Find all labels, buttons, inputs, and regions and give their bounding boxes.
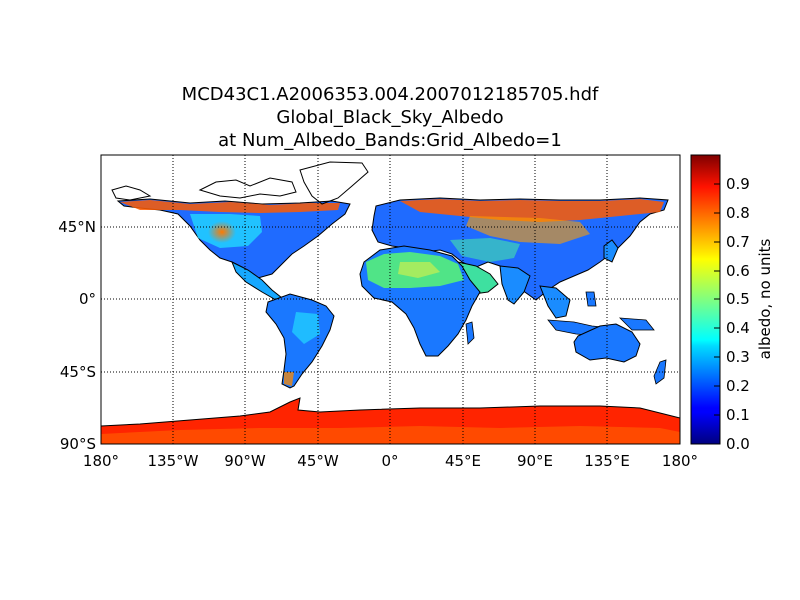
lat-label-45s: 45°S [60, 363, 96, 381]
map-frame [100, 154, 681, 445]
lon-label-135e: 135°E [584, 452, 630, 470]
south-america-cyan-region [292, 312, 320, 344]
north-america-snow-band [120, 200, 340, 213]
australia-landmass [573, 323, 641, 363]
colorbar-tick-0-4: 0.4 [726, 319, 750, 337]
north-america-hotspot [208, 221, 236, 243]
southeast-asia [539, 285, 571, 319]
colorbar-tick-0-1: 0.1 [726, 406, 750, 424]
colorbar-label: albedo, no units [756, 238, 774, 359]
new-guinea [618, 317, 655, 331]
lon-label-45w: 45°W [297, 452, 339, 470]
lat-label-90s: 90°S [60, 435, 96, 453]
alaska-outline [111, 185, 152, 201]
lon-label-135w: 135°W [148, 452, 199, 470]
eurasia-snow-band [400, 199, 664, 222]
patagonia-orange [284, 372, 294, 386]
lon-label-90e: 90°E [517, 452, 553, 470]
indian-subcontinent [499, 265, 531, 305]
map-panel [101, 155, 680, 444]
latitude-labels: 45°N 0° 45°S 90°S [58, 218, 96, 453]
colorbar-tick-0-6: 0.6 [726, 262, 750, 280]
colorbar-tick-0-2: 0.2 [726, 377, 750, 395]
lon-label-90w: 90°W [224, 452, 266, 470]
colorbar-tick-0-9: 0.9 [726, 175, 750, 193]
map-title-line-1: MCD43C1.A2006353.004.2007012185705.hdf [181, 84, 599, 105]
sahara-yellow-patch [398, 262, 440, 278]
map-title-line-2: Global_Black_Sky_Albedo [276, 107, 504, 128]
colorbar-tick-0-8: 0.8 [726, 204, 750, 222]
map-title-line-3: at Num_Albedo_Bands:Grid_Albedo=1 [218, 130, 562, 151]
colorbar-tick-0-0: 0.0 [726, 435, 750, 453]
colorbar: 0.0 0.1 0.2 0.3 0.4 0.5 0.6 0.7 0.8 0.9 … [690, 154, 774, 453]
lon-label-45e: 45°E [445, 452, 481, 470]
lat-label-45n: 45°N [58, 218, 96, 236]
colorbar-tick-0-5: 0.5 [726, 290, 750, 308]
colorbar-tick-0-7: 0.7 [726, 233, 750, 251]
central-asia-green [450, 238, 520, 262]
colorbar-ticks [714, 183, 720, 445]
longitude-labels: 180° 135°W 90°W 45°W 0° 45°E 90°E 135°E … [83, 452, 698, 470]
arctic-archipelago-outline [198, 177, 297, 199]
lon-label-180w: 180° [83, 452, 119, 470]
madagascar [465, 321, 475, 345]
lat-label-0: 0° [79, 290, 96, 308]
siberia-hotspot [466, 216, 590, 244]
graticule [101, 155, 680, 444]
lon-label-0: 0° [381, 452, 398, 470]
colorbar-tick-0-3: 0.3 [726, 348, 750, 366]
greenland-outline [299, 161, 369, 205]
lon-label-180e: 180° [662, 452, 698, 470]
